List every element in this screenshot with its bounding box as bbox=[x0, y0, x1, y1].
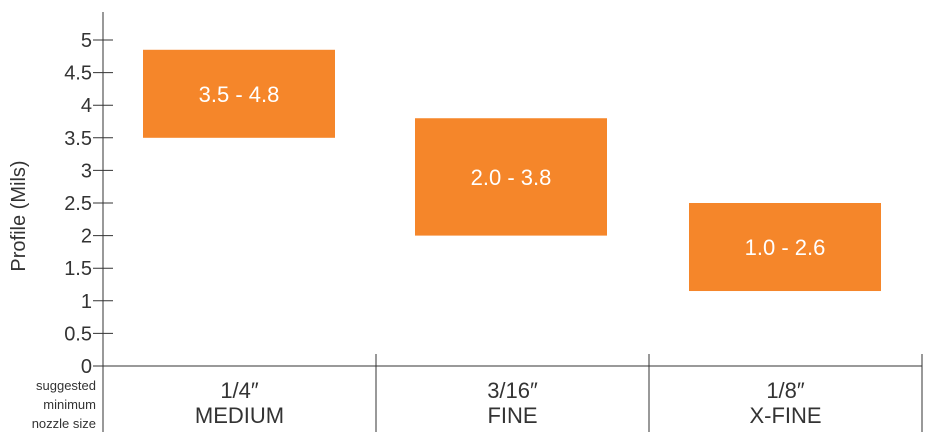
range-bar bbox=[143, 49, 335, 138]
range-bar bbox=[689, 203, 881, 292]
y-tick-label: 3 bbox=[81, 160, 92, 182]
y-tick-label: 2 bbox=[81, 226, 92, 248]
range-bar-label: 3.5 - 4.8 bbox=[199, 82, 280, 107]
category-grade-label: MEDIUM bbox=[195, 403, 284, 428]
x-axis: 1/4″MEDIUM 3/16″FINE 1/8″X-FINE suggested mi… bbox=[32, 354, 923, 432]
range-bar-label: 2.0 - 3.8 bbox=[471, 165, 552, 190]
nozzle-note-label: suggested bbox=[36, 378, 96, 393]
y-tick-label: 4 bbox=[81, 95, 92, 117]
y-tick-label: 4.5 bbox=[64, 63, 92, 85]
nozzle-note-label: minimum bbox=[43, 397, 96, 412]
y-tick-label: 3.5 bbox=[64, 128, 92, 150]
y-tick-label: 0 bbox=[81, 356, 92, 378]
y-axis: 0 0.5 1 1.5 2 2.5 3 3.5 4 4.5 5 bbox=[64, 12, 113, 432]
range-bars: 3.5 - 4.8 2.0 - 3.8 1.0 - 2.6 bbox=[143, 49, 881, 292]
category-size-label: 1/4″ bbox=[220, 378, 259, 403]
range-bar-label: 1.0 - 2.6 bbox=[745, 235, 826, 260]
y-tick-label: 1 bbox=[81, 291, 92, 313]
y-tick-label: 1.5 bbox=[64, 258, 92, 280]
y-tick-label: 5 bbox=[81, 30, 92, 52]
category-grade-label: FINE bbox=[487, 403, 537, 428]
range-bar bbox=[415, 118, 607, 236]
y-tick-label: 0.5 bbox=[64, 323, 92, 345]
y-axis-label: Profile (Mils) bbox=[8, 160, 30, 271]
nozzle-note-label: nozzle size bbox=[32, 416, 96, 431]
category-grade-label: X-FINE bbox=[749, 403, 821, 428]
category-size-label: 3/16″ bbox=[487, 378, 538, 403]
category-size-label: 1/8″ bbox=[766, 378, 805, 403]
y-tick-label: 2.5 bbox=[64, 193, 92, 215]
